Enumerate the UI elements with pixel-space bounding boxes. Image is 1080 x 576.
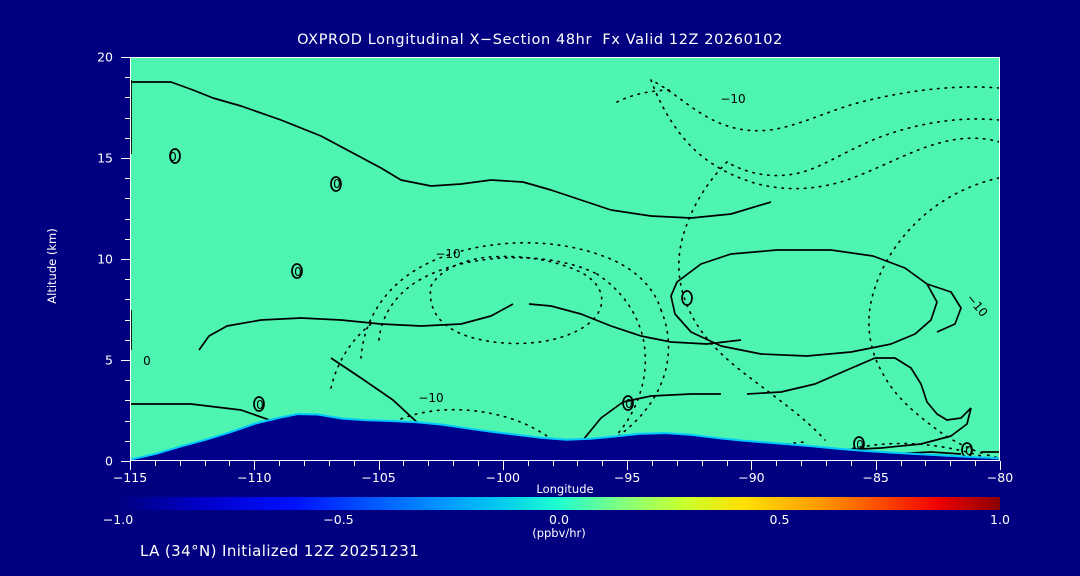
y-tick-minor — [125, 339, 130, 341]
y-tick-minor — [125, 97, 130, 99]
x-tick-minor — [527, 461, 529, 466]
x-tick-minor — [304, 461, 305, 466]
x-tick-major — [1000, 461, 1001, 470]
x-tick-minor — [950, 461, 952, 466]
contour-label: 0 — [169, 150, 177, 164]
x-tick-minor — [602, 461, 604, 466]
x-tick-minor — [900, 461, 902, 466]
colorbar-tick-label: 0.0 — [549, 512, 569, 527]
y-axis-title: Altitude (km) — [45, 228, 59, 304]
y-tick-minor — [125, 299, 130, 301]
contour-label: 0 — [256, 398, 264, 412]
y-tick-label: 10 — [97, 251, 113, 267]
y-tick-major — [121, 158, 130, 159]
contour-label: 0 — [294, 265, 302, 279]
chart-title: OXPROD Longitudinal X−Section 48hr Fx Va… — [297, 32, 783, 48]
x-tick-label: −95 — [613, 470, 641, 485]
y-tick-minor — [125, 440, 130, 442]
x-tick-minor — [652, 461, 653, 466]
x-tick-label: −85 — [862, 470, 889, 485]
contour-label: 0 — [625, 397, 633, 411]
terrain-fill-shape — [131, 415, 999, 460]
y-tick-label: 20 — [97, 49, 113, 65]
x-tick-minor — [577, 461, 579, 466]
x-tick-minor — [552, 461, 554, 466]
x-tick-major — [627, 461, 629, 470]
contour-label: −10 — [418, 391, 443, 405]
y-tick-label: 15 — [97, 150, 113, 166]
x-tick-minor — [453, 461, 455, 466]
x-tick-minor — [776, 461, 778, 466]
x-tick-minor — [179, 461, 181, 466]
x-tick-minor — [353, 461, 355, 466]
contour-label: 0 — [856, 438, 864, 452]
x-tick-minor — [676, 461, 678, 466]
y-tick-minor — [125, 198, 130, 200]
contour-label: 0 — [965, 444, 973, 458]
contour-label: −10 — [720, 92, 745, 106]
x-tick-minor — [826, 461, 827, 466]
colorbar-tick-label: 1.0 — [990, 512, 1010, 527]
x-tick-minor — [428, 461, 430, 466]
y-tick-minor — [125, 319, 130, 321]
y-tick-major — [121, 461, 130, 462]
y-tick-minor — [125, 117, 130, 119]
x-tick-minor — [478, 461, 479, 466]
figure-footer: LA (34°N) Initialized 12Z 20251231 — [140, 542, 420, 560]
x-tick-minor — [328, 461, 330, 466]
y-tick-minor — [125, 137, 130, 139]
contour-label: −10 — [435, 247, 460, 261]
x-tick-minor — [701, 461, 703, 466]
x-tick-major — [751, 461, 753, 470]
x-tick-minor — [154, 461, 156, 466]
y-tick-minor — [125, 218, 130, 220]
x-tick-minor — [925, 461, 927, 466]
x-axis-title: Longitude — [536, 482, 594, 496]
x-tick-major — [130, 461, 131, 470]
colorbar-units: (ppbv/hr) — [532, 526, 586, 540]
colorbar-tick-label: −0.5 — [323, 512, 354, 527]
y-tick-minor — [125, 420, 130, 422]
terrain-profile — [131, 413, 999, 460]
plot-area: 0 0 0 0 0 0 0 0 −10 −10 −10 −10 — [130, 57, 1000, 461]
y-tick-minor — [125, 77, 130, 79]
contour-label: 0 — [143, 354, 151, 368]
y-tick-label: 5 — [105, 352, 113, 368]
colorbar-gradient — [118, 497, 1000, 510]
x-tick-minor — [279, 461, 281, 466]
x-tick-minor — [403, 461, 405, 466]
x-tick-label: −115 — [112, 470, 148, 485]
y-tick-major — [121, 360, 130, 361]
x-tick-label: −110 — [237, 470, 272, 485]
y-tick-minor — [125, 178, 130, 180]
y-tick-major — [121, 259, 130, 260]
colorbar-tick-label: 0.5 — [769, 512, 790, 527]
y-tick-minor — [125, 279, 130, 281]
y-tick-major — [121, 57, 130, 58]
x-tick-label: −90 — [738, 470, 765, 485]
x-tick-minor — [204, 461, 206, 466]
x-tick-major — [254, 461, 256, 470]
x-tick-major — [875, 461, 877, 470]
x-tick-label: −105 — [361, 470, 396, 485]
colorbar-tick-label: −1.0 — [102, 512, 134, 527]
field-fill — [131, 58, 999, 460]
x-tick-minor — [726, 461, 728, 466]
x-tick-minor — [975, 461, 977, 466]
y-tick-label: 0 — [105, 453, 113, 469]
contour-label: 0 — [333, 177, 341, 191]
x-tick-minor — [850, 461, 852, 466]
colorbar — [118, 497, 1000, 510]
y-tick-minor — [125, 238, 130, 240]
x-tick-minor — [801, 461, 803, 466]
x-tick-label: −100 — [485, 470, 521, 485]
x-tick-major — [502, 461, 504, 470]
contour-plot-svg: 0 0 0 0 0 0 0 0 −10 −10 −10 −10 — [131, 58, 999, 460]
y-tick-minor — [125, 380, 130, 382]
y-tick-minor — [125, 400, 130, 402]
x-tick-minor — [229, 461, 231, 466]
x-tick-label: −80 — [986, 470, 1014, 485]
x-tick-major — [378, 461, 380, 470]
